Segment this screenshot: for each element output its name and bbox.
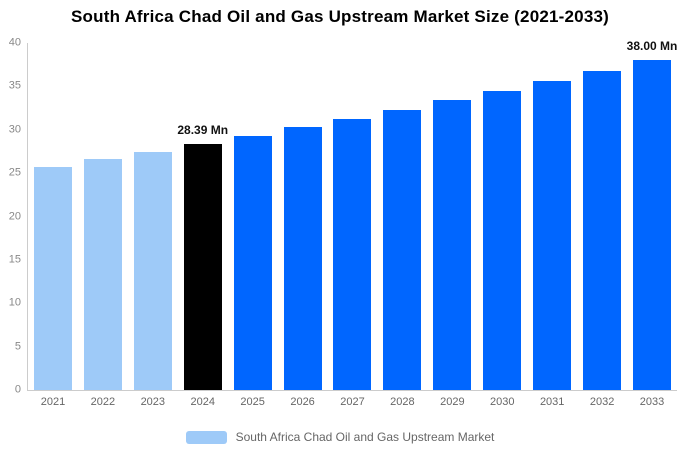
bar-slot: 2023 — [128, 43, 178, 408]
y-tick-label: 20 — [8, 210, 21, 222]
bar-slot: 2021 — [28, 43, 78, 408]
bar-slot: 38.00 Mn 2033 — [627, 39, 678, 408]
bar[interactable] — [433, 100, 472, 390]
x-axis-label: 2032 — [589, 396, 615, 408]
bar[interactable] — [583, 70, 622, 390]
y-tick-label: 5 — [14, 340, 21, 353]
bar[interactable] — [483, 90, 522, 390]
legend-label: South Africa Chad Oil and Gas Upstream M… — [235, 430, 495, 444]
y-tick-label: 15 — [8, 253, 21, 266]
bar-slot: 2026 — [278, 43, 328, 408]
x-axis-label: 2030 — [490, 396, 515, 408]
bar[interactable] — [383, 109, 422, 390]
bar[interactable] — [333, 118, 372, 390]
bar-slot: 2028 — [377, 43, 427, 408]
bar[interactable] — [533, 81, 572, 390]
y-tick-label: 10 — [8, 296, 21, 309]
y-tick-label: 35 — [8, 79, 21, 92]
bar-value-label: 38.00 Mn — [626, 39, 678, 54]
x-axis-label: 2029 — [440, 396, 465, 408]
bars-container: 2021 2022 2023 28.39 Mn 2024 2025 2026 2… — [28, 39, 678, 408]
y-tick-label: 25 — [8, 166, 21, 179]
x-axis-label: 2023 — [140, 396, 166, 408]
bar[interactable] — [283, 127, 322, 390]
legend: South Africa Chad Oil and Gas Upstream M… — [0, 430, 680, 444]
x-axis-label: 2033 — [639, 396, 665, 408]
bar-value-label: 28.39 Mn — [177, 122, 229, 137]
y-tick-label: 30 — [8, 123, 21, 136]
x-axis-label: 2021 — [40, 396, 66, 408]
x-axis-label: 2031 — [539, 396, 565, 408]
bar-slot: 2032 — [577, 43, 627, 408]
bar-slot: 2025 — [228, 43, 278, 408]
bar[interactable] — [33, 166, 72, 390]
bar[interactable] — [183, 143, 222, 390]
x-axis-label: 2026 — [290, 396, 315, 408]
x-axis-label: 2024 — [190, 396, 215, 408]
bar-slot: 2031 — [527, 43, 577, 408]
x-axis-label: 2028 — [390, 396, 415, 408]
plot-area: 0 5 10 15 20 25 30 35 40 2021 2022 2023 28.39 Mn… — [9, 37, 678, 408]
bar[interactable] — [83, 159, 122, 390]
bar-slot: 2022 — [78, 43, 128, 408]
x-axis-label: 2022 — [90, 396, 116, 408]
bar-slot: 2029 — [427, 43, 477, 408]
bar-slot: 2027 — [328, 43, 378, 408]
chart-title: South Africa Chad Oil and Gas Upstream M… — [71, 7, 609, 26]
legend-swatch-icon — [185, 430, 227, 444]
bar[interactable] — [133, 151, 172, 390]
bar-slot: 28.39 Mn 2024 — [177, 43, 229, 408]
bar[interactable] — [633, 60, 672, 390]
x-axis-label: 2025 — [240, 396, 265, 408]
bar[interactable] — [233, 135, 272, 390]
x-axis-label: 2027 — [340, 396, 365, 408]
bar-slot: 2030 — [477, 43, 527, 408]
y-tick-label: 40 — [8, 36, 21, 49]
legend-item[interactable]: South Africa Chad Oil and Gas Upstream M… — [185, 430, 495, 444]
y-tick-label: 0 — [14, 383, 21, 396]
